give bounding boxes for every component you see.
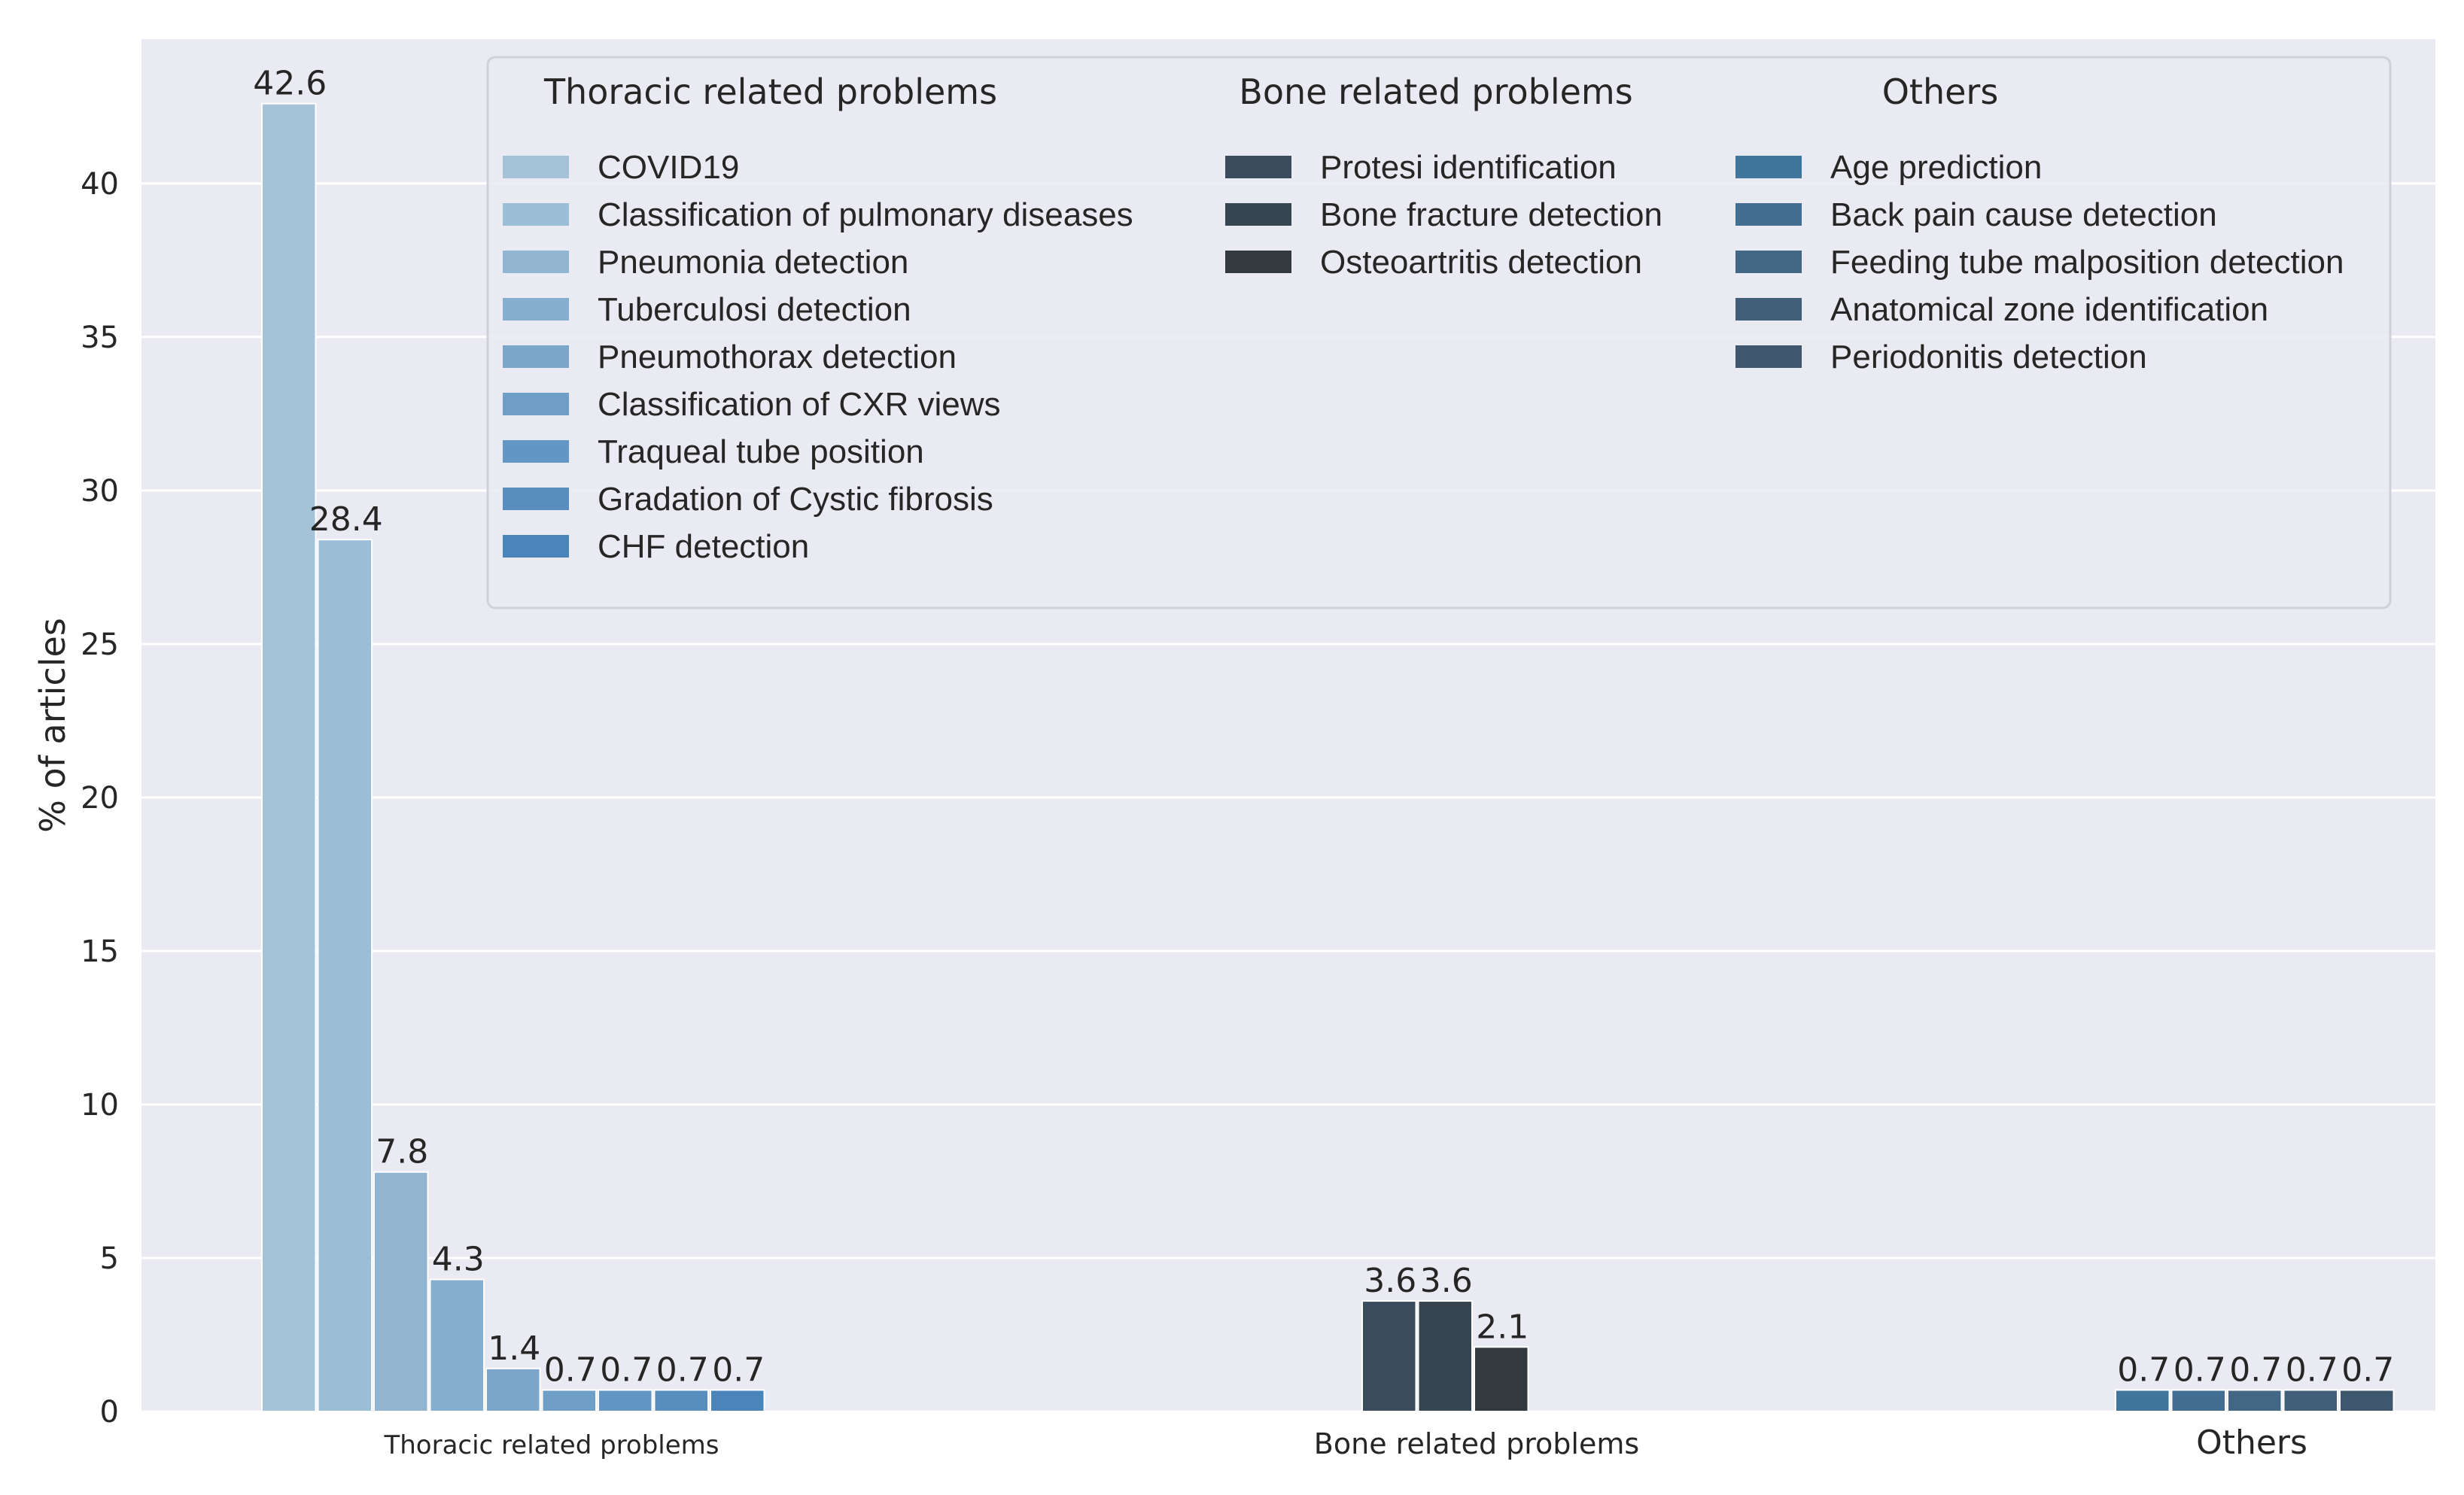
bar (653, 1389, 709, 1413)
bar-value-label: 3.6 (1420, 1262, 1473, 1300)
bar-value-label: 0.7 (2229, 1351, 2282, 1389)
legend-swatch (503, 440, 569, 463)
bar-value-label: 1.4 (488, 1329, 540, 1368)
bar (261, 102, 317, 1412)
bar-value-label: 28.4 (309, 500, 383, 539)
bar-value-label: 3.6 (1364, 1262, 1416, 1300)
bar-value-label: 42.6 (253, 65, 327, 103)
legend-swatch (1735, 251, 1802, 273)
bar-value-label: 0.7 (656, 1351, 709, 1389)
legend-swatch (503, 535, 569, 558)
legend-swatch (1735, 298, 1802, 321)
legend-swatch (503, 298, 569, 321)
bar-value-label: 4.3 (432, 1241, 485, 1279)
legend-title: Bone related problems (1239, 71, 1632, 112)
y-tick-label: 10 (81, 1088, 119, 1123)
legend-swatch (503, 488, 569, 510)
y-tick-label: 40 (81, 167, 119, 202)
legend-swatch (503, 251, 569, 273)
legend-item-label: Pneumonia detection (598, 244, 908, 281)
bar (541, 1389, 597, 1413)
legend-item-label: COVID19 (598, 149, 739, 186)
bar (2115, 1389, 2170, 1413)
x-category-label: Others (2196, 1424, 2307, 1462)
bar-value-label: 0.7 (2117, 1351, 2170, 1389)
bar-value-label: 0.7 (2286, 1351, 2338, 1389)
bar (1474, 1346, 1529, 1412)
legend-title: Thoracic related problems (543, 71, 997, 112)
bar-value-label: 0.7 (544, 1351, 597, 1389)
legend-item-label: Periodonitis detection (1830, 339, 2147, 375)
legend-item-label: CHF detection (598, 528, 809, 565)
x-category-label: Bone related problems (1314, 1427, 1639, 1460)
legend-item-label: Tuberculosi detection (598, 291, 911, 328)
legend-item-label: Back pain cause detection (1830, 196, 2217, 233)
legend-item-label: Bone fracture detection (1320, 196, 1662, 233)
bar (1417, 1300, 1473, 1413)
bar-value-label: 0.7 (600, 1351, 653, 1389)
legend-swatch (503, 156, 569, 178)
legend-item-label: Feeding tube malposition detection (1830, 244, 2344, 281)
bar-value-label: 0.7 (712, 1351, 765, 1389)
bar (598, 1389, 653, 1413)
bar (429, 1278, 485, 1412)
legend-swatch (1225, 156, 1291, 178)
y-tick-label: 20 (81, 781, 119, 816)
bar-value-label: 7.8 (376, 1133, 428, 1171)
bar (2227, 1389, 2283, 1413)
bar-value-label: 2.1 (1476, 1308, 1529, 1346)
legend-item-label: Anatomical zone identification (1830, 291, 2268, 328)
legend-item-label: Classification of pulmonary diseases (598, 196, 1133, 233)
bar (710, 1389, 765, 1413)
bar (2283, 1389, 2338, 1413)
legend (486, 56, 2392, 609)
legend-title: Others (1882, 71, 1999, 112)
y-tick-label: 0 (100, 1395, 119, 1430)
y-tick-label: 5 (100, 1241, 119, 1276)
x-category-label: Thoracic related problems (383, 1430, 719, 1460)
y-tick-label: 30 (81, 474, 119, 509)
y-tick-label: 15 (81, 934, 119, 969)
legend-item-label: Protesi identification (1320, 149, 1617, 186)
legend-item-label: Classification of CXR views (598, 386, 1001, 423)
bar (317, 539, 373, 1412)
legend-item-label: Osteoartritis detection (1320, 244, 1642, 281)
legend-swatch (1735, 345, 1802, 368)
legend-item-label: Pneumothorax detection (598, 339, 957, 375)
legend-swatch (503, 203, 569, 226)
bar (2170, 1389, 2226, 1413)
legend-item-label: Gradation of Cystic fibrosis (598, 481, 993, 518)
y-axis-label: % of articles (32, 618, 73, 833)
y-tick-label: 35 (81, 321, 119, 355)
legend-swatch (1225, 251, 1291, 273)
legend-swatch (1735, 203, 1802, 226)
legend-item-label: Traqueal tube position (598, 433, 924, 470)
bar (2339, 1389, 2395, 1413)
bar (485, 1367, 541, 1412)
legend-swatch (503, 345, 569, 368)
bar-value-label: 0.7 (2341, 1351, 2394, 1389)
legend-swatch (1225, 203, 1291, 226)
bar-value-label: 0.7 (2173, 1351, 2226, 1389)
bar (1361, 1300, 1417, 1413)
legend-item-label: Age prediction (1830, 149, 2042, 186)
legend-swatch (1735, 156, 1802, 178)
legend-swatch (503, 393, 569, 415)
y-tick-label: 25 (81, 627, 119, 662)
bar (373, 1171, 429, 1413)
